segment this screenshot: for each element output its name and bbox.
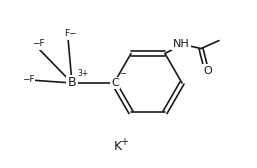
Text: B: B	[68, 76, 76, 90]
Text: +: +	[120, 137, 128, 147]
Text: −F: −F	[32, 39, 44, 49]
Text: NH: NH	[173, 38, 189, 49]
Text: F−: F−	[64, 30, 76, 38]
Text: K: K	[114, 139, 122, 153]
Text: −: −	[119, 69, 126, 78]
Text: O: O	[204, 66, 212, 76]
Text: −F: −F	[22, 75, 34, 85]
Text: C: C	[111, 78, 119, 88]
Text: 3+: 3+	[77, 69, 88, 78]
